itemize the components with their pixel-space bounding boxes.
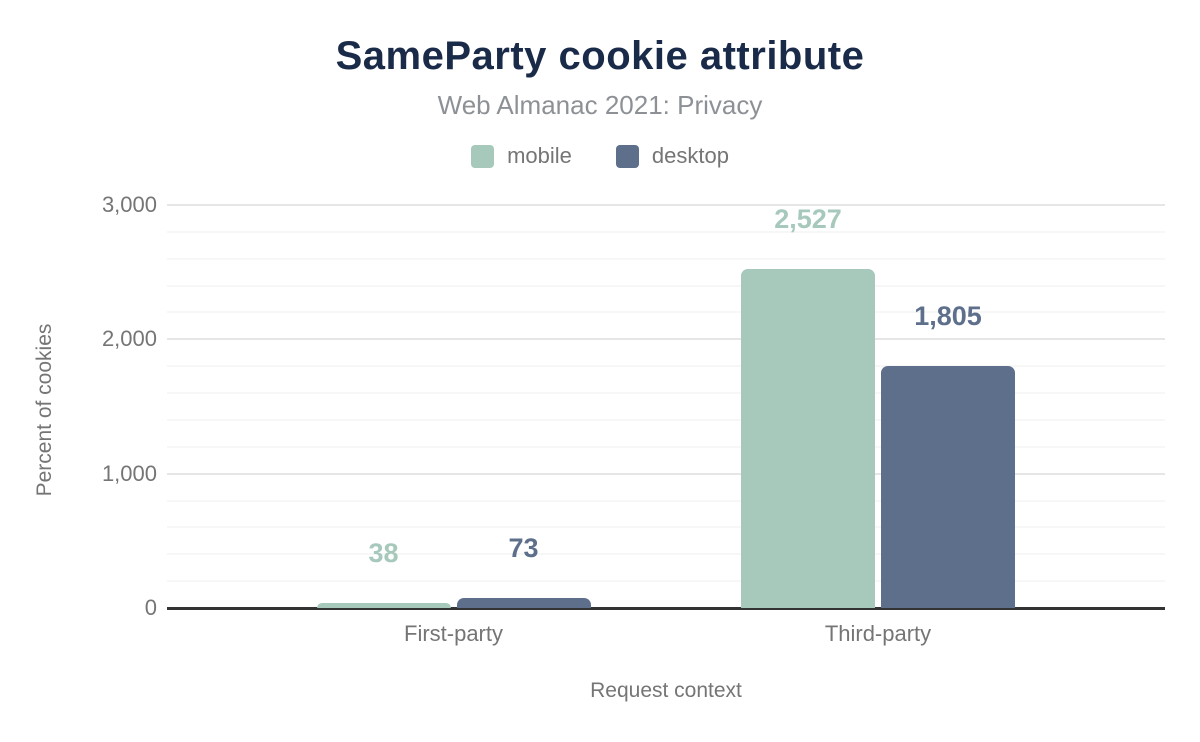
bar-mobile-first-party[interactable] <box>316 603 451 608</box>
bar-desktop-first-party[interactable] <box>456 598 591 608</box>
minor-gridline <box>167 365 1165 368</box>
y-tick-label: 2,000 <box>101 326 157 352</box>
minor-gridline <box>167 392 1165 395</box>
minor-gridline <box>167 284 1165 287</box>
minor-gridline <box>167 499 1165 502</box>
legend-label-desktop: desktop <box>651 143 729 168</box>
chart-title: SameParty cookie attribute <box>335 34 865 78</box>
legend-label-mobile: mobile <box>507 143 572 168</box>
x-axis-title: Request context <box>590 679 742 702</box>
minor-gridline <box>167 445 1165 448</box>
bar-value-label-mobile-third-party: 2,527 <box>774 204 842 234</box>
desktop-legend-swatch-icon <box>615 144 639 168</box>
x-category-label-third-party: Third-party <box>824 621 932 646</box>
legend: mobile desktop <box>0 143 1200 169</box>
minor-gridline <box>167 257 1165 260</box>
y-tick-label: 1,000 <box>101 460 157 486</box>
x-category-label-first-party: First-party <box>404 621 503 646</box>
legend-item-desktop[interactable]: desktop <box>615 143 729 169</box>
bar-mobile-third-party[interactable] <box>741 269 875 608</box>
legend-item-mobile[interactable]: mobile <box>471 143 572 169</box>
major-gridline <box>167 204 1165 206</box>
minor-gridline <box>167 526 1165 529</box>
major-gridline <box>167 338 1165 341</box>
bar-desktop-third-party[interactable] <box>881 366 1015 608</box>
plot-area: 38 73 2,527 1,805 <box>167 204 1165 610</box>
bar-value-label-mobile-first-party: 38 <box>368 538 399 568</box>
minor-gridline <box>167 553 1165 556</box>
y-tick-label: 3,000 <box>101 192 157 217</box>
y-tick-label: 0 <box>144 595 157 620</box>
major-gridline <box>167 472 1165 475</box>
mobile-legend-swatch-icon <box>471 144 495 168</box>
bar-value-label-desktop-third-party: 1,805 <box>914 301 982 331</box>
minor-gridline <box>167 230 1165 233</box>
x-axis-baseline <box>167 607 1165 610</box>
bar-value-label-desktop-first-party: 73 <box>508 533 539 563</box>
minor-gridline <box>167 311 1165 314</box>
minor-gridline <box>167 418 1165 421</box>
minor-gridline <box>167 580 1165 583</box>
chart-subtitle: Web Almanac 2021: Privacy <box>437 90 763 120</box>
